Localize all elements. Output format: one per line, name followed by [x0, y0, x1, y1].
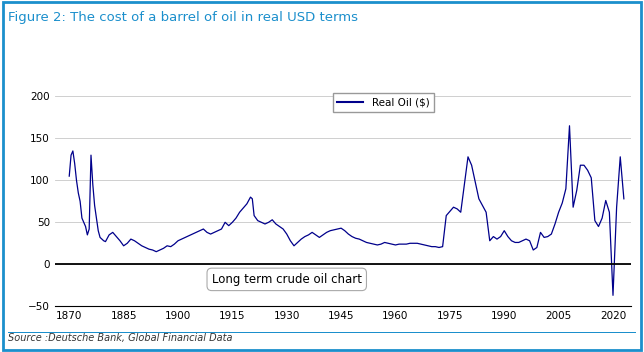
Text: Long term crude oil chart: Long term crude oil chart [212, 273, 362, 286]
Text: Figure 2: The cost of a barrel of oil in real USD terms: Figure 2: The cost of a barrel of oil in… [8, 11, 357, 24]
Text: Source :Deutsche Bank, Global Financial Data: Source :Deutsche Bank, Global Financial … [8, 333, 232, 343]
Legend: Real Oil ($): Real Oil ($) [333, 93, 433, 112]
